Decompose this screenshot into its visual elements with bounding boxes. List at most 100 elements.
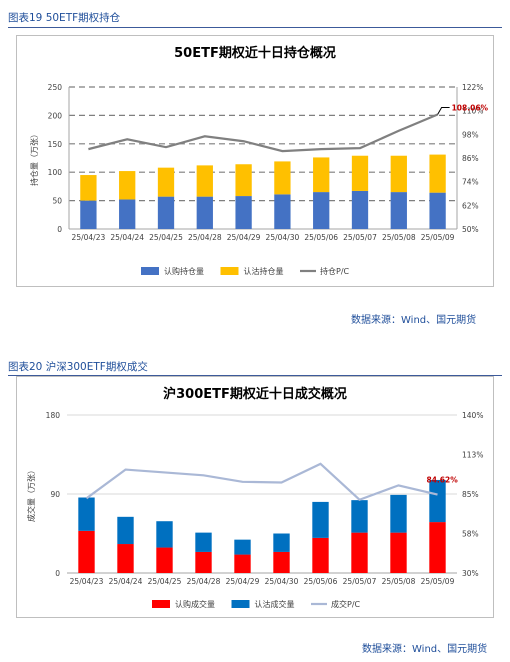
annotation-leader	[437, 106, 450, 115]
figure1-source: 数据来源：Wind、国元期货	[351, 315, 477, 326]
bar-put	[312, 501, 329, 538]
x-tick-label: 25/05/07	[343, 233, 377, 242]
y2-tick-label: 62%	[462, 201, 479, 210]
y2-tick-label: 110%	[462, 107, 483, 116]
chart2-frame: 沪300ETF期权近十日成交概况 0 90 180 30% 58% 85% 113% 140% 成…	[16, 376, 494, 618]
bar-put	[273, 533, 290, 552]
bar-put	[235, 164, 252, 197]
x-tick-label: 25/04/25	[149, 233, 183, 242]
x-tick-label: 25/05/06	[304, 577, 338, 586]
bar-call	[429, 192, 446, 229]
legend-swatch	[152, 600, 170, 608]
bar-call	[274, 194, 291, 229]
y-tick-label: 180	[46, 411, 61, 420]
y-tick-label: 100	[48, 168, 63, 177]
y-tick-label: 150	[48, 140, 63, 149]
bar-call	[78, 530, 95, 573]
bar-call	[119, 199, 136, 229]
y2-tick-label: 113%	[462, 451, 483, 460]
legend-swatch	[141, 267, 159, 275]
y2-tick-label: 140%	[462, 411, 483, 420]
legend-label: 成交P/C	[331, 599, 361, 609]
bar-put	[390, 494, 407, 533]
chart-title: 沪300ETF期权近十日成交概况	[163, 386, 347, 402]
x-tick-label: 25/04/28	[188, 233, 222, 242]
x-tick-label: 25/04/28	[187, 577, 221, 586]
x-tick-label: 25/05/08	[382, 233, 416, 242]
bar-call	[80, 200, 97, 229]
bar-put	[117, 516, 134, 545]
y-tick-label: 200	[48, 111, 63, 120]
bar-put	[351, 500, 368, 533]
y-tick-label: 50	[52, 197, 62, 206]
bar-put	[195, 532, 212, 552]
legend-label: 持仓P/C	[320, 266, 350, 276]
chart-title: 50ETF期权近十日持仓概况	[174, 45, 336, 61]
bar-call	[351, 532, 368, 573]
y-axis-label: 持仓量（万张）	[29, 130, 39, 186]
x-tick-label: 25/04/30	[266, 233, 300, 242]
x-tick-label: 25/05/06	[304, 233, 338, 242]
bar-put	[78, 497, 95, 531]
y2-tick-label: 85%	[462, 490, 479, 499]
y-tick-label: 0	[57, 225, 62, 234]
pc-annotation: 84.62%	[427, 476, 459, 485]
figure2-source: 数据来源：Wind、国元期货	[362, 644, 488, 655]
legend-swatch	[220, 267, 239, 275]
x-tick-label: 25/05/08	[382, 577, 416, 586]
bar-call	[195, 551, 212, 573]
y2-tick-label: 86%	[462, 154, 479, 163]
volume-chart: 沪300ETF期权近十日成交概况 0 90 180 30% 58% 85% 113% 140% 成…	[26, 386, 483, 609]
y-tick-label: 0	[55, 569, 60, 578]
bar-call	[234, 554, 251, 573]
pc-annotation: 108.06%	[452, 103, 489, 112]
bar-call	[390, 192, 407, 229]
y2-tick-label: 98%	[462, 130, 479, 139]
bar-put	[429, 154, 446, 193]
bar-put	[274, 161, 291, 195]
bar-call	[313, 192, 330, 229]
figure2-rule	[8, 375, 502, 376]
chart1-frame: 50ETF期权近十日持仓概况 0 50 100 150 200 250 50% 62% 74% 86…	[16, 35, 494, 287]
bar-call	[235, 196, 252, 229]
x-tick-label: 25/04/24	[110, 233, 144, 242]
legend-label: 认购持仓量	[164, 266, 204, 276]
legend-label: 认沽成交量	[255, 599, 295, 609]
x-tick-label: 25/04/29	[226, 577, 260, 586]
y2-tick-label: 122%	[462, 83, 483, 92]
bar-call	[312, 537, 329, 573]
bar-put	[429, 479, 446, 523]
bar-put	[157, 167, 175, 197]
y-axis-label: 成交量（万张）	[26, 466, 36, 522]
bar-put	[196, 165, 213, 197]
bar-call	[156, 547, 173, 573]
y-tick-label: 250	[48, 83, 63, 92]
bar-put	[390, 155, 407, 193]
legend-label: 认购成交量	[175, 599, 215, 609]
y2-tick-label: 58%	[462, 530, 479, 539]
bar-put	[351, 155, 369, 191]
bar-call	[196, 196, 213, 229]
pc-ratio-line	[85, 462, 438, 502]
pc-ratio-line	[88, 113, 439, 153]
bar-put	[119, 171, 136, 200]
bar-call	[117, 544, 134, 573]
bar-call	[351, 190, 369, 229]
bar-put	[234, 539, 251, 555]
bar-call	[157, 196, 175, 229]
x-tick-label: 25/04/23	[72, 233, 106, 242]
x-tick-label: 25/04/25	[148, 577, 182, 586]
y-tick-label: 90	[50, 490, 60, 499]
figure2-caption: 图表20 沪深300ETF期权成交	[8, 361, 148, 373]
y2-tick-label: 74%	[462, 178, 479, 187]
x-tick-label: 25/05/09	[421, 577, 455, 586]
x-tick-label: 25/04/24	[109, 577, 143, 586]
bar-call	[429, 522, 446, 573]
legend-swatch	[231, 600, 250, 608]
bar-call	[273, 551, 290, 573]
oi-chart: 50ETF期权近十日持仓概况 0 50 100 150 200 250 50% 62% 74% 86…	[29, 45, 489, 276]
legend-label: 认沽持仓量	[244, 266, 284, 276]
x-tick-label: 25/04/30	[265, 577, 299, 586]
x-tick-label: 25/05/07	[343, 577, 377, 586]
figure1-rule	[8, 27, 502, 28]
